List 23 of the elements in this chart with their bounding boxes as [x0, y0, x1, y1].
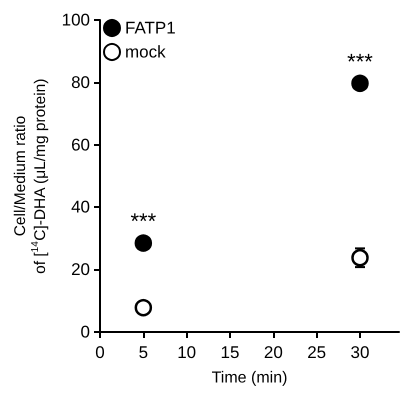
x-tick-label: 30 — [350, 343, 370, 362]
x-tick-label: 15 — [220, 343, 240, 362]
y-tick-label: 40 — [71, 198, 90, 217]
legend-label: mock — [125, 42, 166, 62]
legend-label: FATP1 — [125, 18, 176, 38]
point — [134, 234, 152, 252]
y-tick-label: 20 — [71, 260, 90, 280]
x-tick-label: 20 — [264, 343, 283, 362]
y-axis-title: Cell/Medium ratio of [14C]-DHA (μL/mg protein) — [12, 78, 50, 274]
point — [351, 74, 369, 92]
x-tick-label: 0 — [95, 343, 105, 362]
x-tick-label: 5 — [138, 343, 148, 362]
y-tick-label: 60 — [71, 135, 90, 154]
point — [134, 298, 152, 316]
x-tick-label: 10 — [177, 343, 196, 362]
y-tick-label: 80 — [71, 72, 90, 92]
annotation: *** — [130, 208, 157, 234]
x-tick-label: 25 — [307, 343, 326, 362]
point — [351, 248, 369, 266]
y-tick-label: 0 — [80, 322, 90, 342]
x-axis-title: Time (min) — [212, 370, 288, 386]
y-tick-label: 100 — [62, 10, 90, 30]
annotation: *** — [347, 48, 374, 74]
